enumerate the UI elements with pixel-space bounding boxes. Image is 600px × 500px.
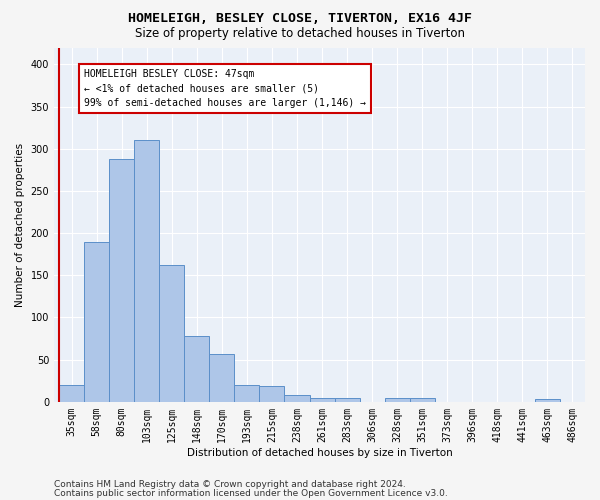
Text: HOMELEIGH, BESLEY CLOSE, TIVERTON, EX16 4JF: HOMELEIGH, BESLEY CLOSE, TIVERTON, EX16 … bbox=[128, 12, 472, 26]
Bar bbox=[235, 385, 259, 402]
Bar bbox=[84, 242, 109, 402]
Bar bbox=[410, 398, 435, 402]
Bar bbox=[259, 386, 284, 402]
Bar bbox=[284, 395, 310, 402]
Bar bbox=[335, 398, 359, 402]
X-axis label: Distribution of detached houses by size in Tiverton: Distribution of detached houses by size … bbox=[187, 448, 452, 458]
Y-axis label: Number of detached properties: Number of detached properties bbox=[15, 142, 25, 306]
Text: Contains public sector information licensed under the Open Government Licence v3: Contains public sector information licen… bbox=[54, 490, 448, 498]
Bar bbox=[385, 398, 410, 402]
Bar bbox=[184, 336, 209, 402]
Text: Contains HM Land Registry data © Crown copyright and database right 2024.: Contains HM Land Registry data © Crown c… bbox=[54, 480, 406, 489]
Bar bbox=[310, 398, 335, 402]
Text: Size of property relative to detached houses in Tiverton: Size of property relative to detached ho… bbox=[135, 28, 465, 40]
Text: HOMELEIGH BESLEY CLOSE: 47sqm
← <1% of detached houses are smaller (5)
99% of se: HOMELEIGH BESLEY CLOSE: 47sqm ← <1% of d… bbox=[84, 68, 366, 108]
Bar bbox=[159, 265, 184, 402]
Bar bbox=[535, 400, 560, 402]
Bar bbox=[209, 354, 235, 402]
Bar bbox=[109, 159, 134, 402]
Bar bbox=[59, 385, 84, 402]
Bar bbox=[134, 140, 159, 402]
